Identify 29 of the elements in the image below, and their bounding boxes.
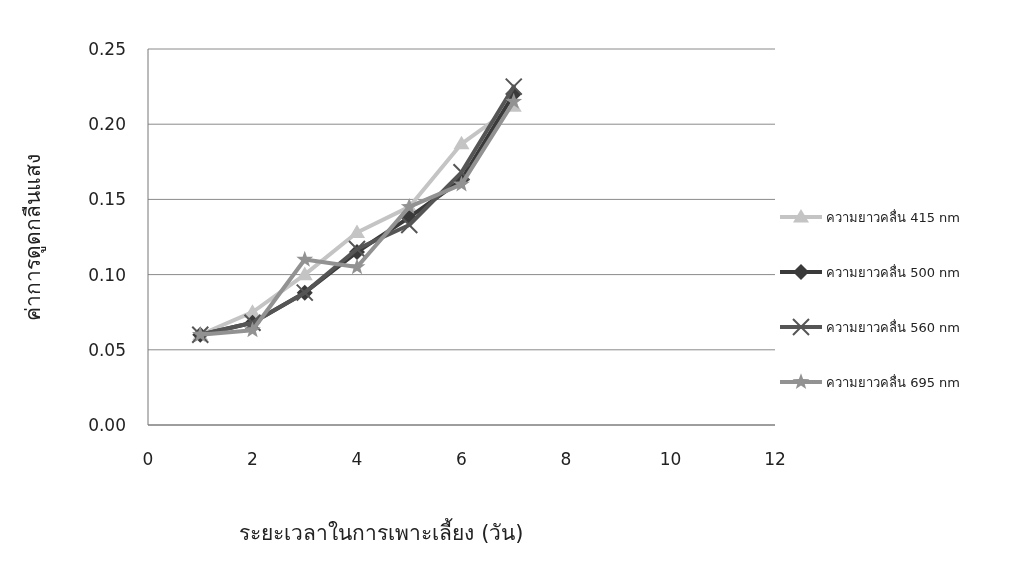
point bbox=[505, 92, 523, 109]
point bbox=[348, 240, 366, 259]
point bbox=[453, 175, 470, 192]
x-tick-label: 8 bbox=[560, 449, 572, 469]
y-tick-label: 0.25 bbox=[88, 39, 126, 59]
y-tick-label: 0.00 bbox=[88, 415, 126, 435]
x-tick-label: 6 bbox=[456, 449, 467, 469]
y-tick-label: 0.15 bbox=[88, 189, 126, 210]
x-tick-label: 0 bbox=[142, 449, 154, 469]
legend-label: ความยาวคลื่น 415 nm bbox=[826, 209, 960, 225]
legend-label: ความยาวคลื่น 500 nm bbox=[826, 264, 960, 280]
point bbox=[452, 163, 471, 182]
point bbox=[296, 250, 314, 267]
point bbox=[504, 77, 523, 96]
legend-label: ความยาวคลื่น 695 nm bbox=[826, 374, 960, 390]
point bbox=[453, 135, 470, 150]
legend-label: ความยาวคลื่น 560 nm bbox=[826, 319, 960, 335]
x-tick-label: 2 bbox=[247, 449, 258, 469]
x-tick-label: 4 bbox=[351, 449, 363, 469]
x-tick-label: 10 bbox=[659, 449, 682, 469]
y-tick-label: 0.05 bbox=[88, 339, 126, 360]
point bbox=[400, 215, 419, 234]
point bbox=[244, 321, 261, 338]
y-tick-label: 0.20 bbox=[88, 114, 126, 135]
y-axis-title: ค่าการดูดกลืนแสง bbox=[21, 153, 46, 321]
y-tick-label: 0.10 bbox=[88, 264, 126, 285]
x-axis-title: ระยะเวลาในการเพาะเลี้ยง (วัน) bbox=[239, 518, 524, 545]
x-tick-label: 12 bbox=[764, 449, 786, 469]
point bbox=[349, 224, 365, 239]
